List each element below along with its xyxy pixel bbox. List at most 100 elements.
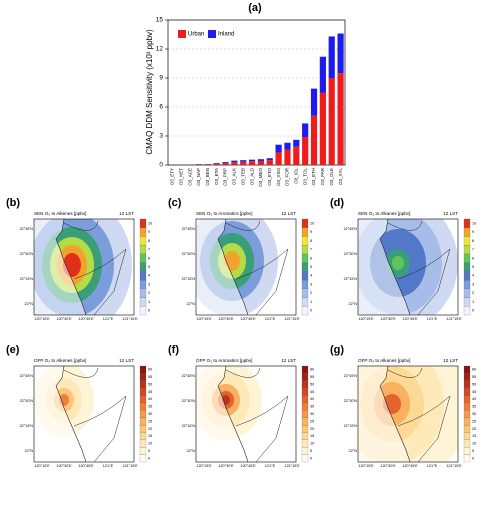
colorbar-label: 6: [472, 256, 474, 260]
colorbar-label: 45: [472, 390, 476, 394]
map: [196, 366, 296, 462]
lon-label: 121°15'E: [122, 464, 138, 468]
panel-title: SEN O₃ to Alkenes [ppbv]: [34, 211, 86, 216]
lon-label: 121°15'E: [284, 317, 300, 321]
colorbar-cell: [139, 288, 147, 298]
colorbar-cell: [463, 227, 471, 237]
lon-label: 120°30'E: [380, 317, 396, 321]
y-tick-label: 0: [159, 162, 163, 169]
bar-segment: [302, 123, 309, 137]
sea-mask: [358, 219, 410, 315]
colorbar-cell: [139, 439, 147, 448]
x-tick-label: O3_FOR: [285, 167, 290, 186]
colorbar-label: 10: [472, 442, 476, 446]
colorbar-cell: [139, 262, 147, 272]
colorbar-cell: [139, 365, 147, 374]
colorbar-label: 35: [148, 405, 152, 409]
boundary: [387, 367, 451, 462]
colorbar-label: 15: [472, 434, 476, 438]
map: [358, 219, 458, 315]
colorbar-cell: [301, 439, 309, 448]
x-tick-label: O3_PAR: [320, 167, 325, 185]
colorbar-cell: [139, 271, 147, 281]
colorbar-cell: [139, 236, 147, 246]
bar-segment: [257, 159, 265, 161]
lat-label: 22°30'N: [344, 399, 358, 403]
lon-label: 120°30'E: [218, 317, 234, 321]
colorbar-label: 0: [310, 456, 312, 460]
bar-segment: [222, 163, 229, 165]
coastline: [55, 366, 87, 462]
colorbar-cell: [301, 245, 309, 255]
colorbar-label: 35: [472, 405, 476, 409]
bar-segment: [213, 163, 220, 164]
colorbar-label: 3: [472, 282, 474, 286]
colorbar-cell: [463, 271, 471, 281]
lat-label: 22°15'N: [344, 424, 358, 428]
colorbar-label: 3: [148, 282, 150, 286]
colorbar-cell: [463, 454, 471, 463]
x-tick-label: O3_ALK: [232, 168, 237, 185]
bar-segment: [231, 160, 238, 163]
x-tick-label: O3_OLE: [329, 168, 334, 186]
bar-segment: [319, 56, 326, 93]
map-frame: [357, 365, 459, 463]
lon-label: 121°15'E: [446, 464, 462, 468]
colorbar-label: 6: [148, 256, 150, 260]
colorbar-label: 15: [310, 434, 314, 438]
colorbar-cell: [463, 380, 471, 389]
lon-label: 121°15'E: [284, 464, 300, 468]
bar-segment: [248, 161, 256, 165]
colorbar-cell: [463, 447, 471, 455]
lat-label: 22°30'N: [344, 252, 358, 256]
lon-label: 120°45'E: [78, 464, 94, 468]
colorbar-cell: [139, 245, 147, 255]
colorbar-label: 7: [148, 248, 150, 252]
lat-label: 22°30'N: [20, 399, 34, 403]
map: [196, 219, 296, 315]
colorbar-label: 25: [148, 419, 152, 423]
coastline: [217, 219, 249, 315]
colorbar-label: 3: [310, 282, 312, 286]
colorbar-cell: [139, 297, 147, 307]
colorbar-label: 9: [148, 230, 150, 234]
colorbar-label: 9: [310, 230, 312, 234]
bar-segment: [257, 160, 265, 165]
lat-label: 22°N: [187, 302, 196, 306]
lon-label: 120°15'E: [34, 317, 50, 321]
plot-frame: [167, 19, 346, 166]
colorbar-cell: [463, 245, 471, 255]
x-tick-label: O3_TOL: [302, 168, 307, 186]
colorbar-label: 9: [472, 230, 474, 234]
colorbar-label: 1: [310, 300, 312, 304]
colorbar-label: 30: [310, 412, 314, 416]
colorbar-cell: [301, 297, 309, 307]
panel-time: 12 LST: [443, 211, 458, 216]
x-tick-label: O3_PRP: [223, 168, 228, 186]
colorbar-cell: [301, 306, 309, 316]
colorbar-cell: [463, 410, 471, 418]
colorbar-cell: [301, 402, 309, 411]
coastline: [217, 366, 249, 462]
boundary: [63, 367, 127, 462]
x-tick-label: O3_BEN: [205, 168, 210, 186]
x-tick-label: O3_ETO: [267, 168, 272, 186]
colorbar-cell: [301, 447, 309, 455]
colorbar-label: 10: [310, 442, 314, 446]
panel-title: SEN O₃ to Aromatics [ppbv]: [196, 211, 253, 216]
colorbar-cell: [463, 417, 471, 426]
lat-label: 22°45'N: [344, 227, 358, 231]
colorbar-label: 20: [310, 427, 314, 431]
boundary: [387, 220, 451, 315]
bar-segment: [328, 78, 335, 165]
sea-mask: [358, 366, 410, 462]
colorbar-cell: [463, 297, 471, 307]
x-tick-label: O3_ACE: [187, 168, 192, 186]
lat-label: 22°30'N: [182, 252, 196, 256]
colorbar-label: 0: [472, 456, 474, 460]
bar-segment: [204, 164, 211, 165]
sea-mask: [34, 366, 86, 462]
colorbar-cell: [301, 410, 309, 418]
lat-label: 22°15'N: [344, 277, 358, 281]
